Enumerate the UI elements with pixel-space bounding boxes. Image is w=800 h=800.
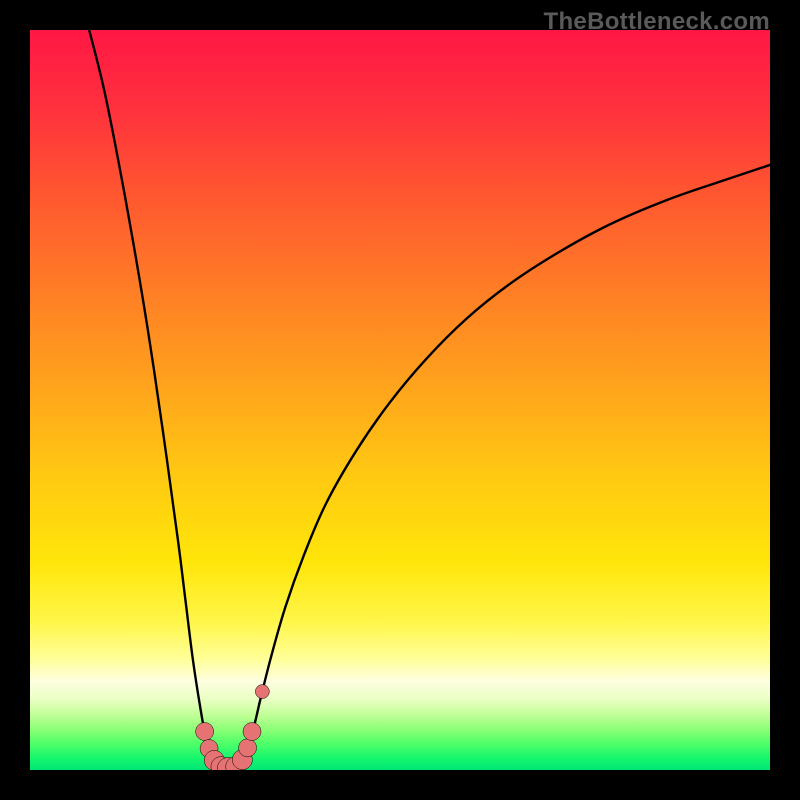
marker-point [243, 723, 261, 741]
marker-point [239, 739, 257, 757]
plot-area [30, 30, 770, 770]
marker-point [255, 685, 269, 699]
gradient-background [30, 30, 770, 770]
chart-svg [30, 30, 770, 770]
marker-point [196, 723, 214, 741]
